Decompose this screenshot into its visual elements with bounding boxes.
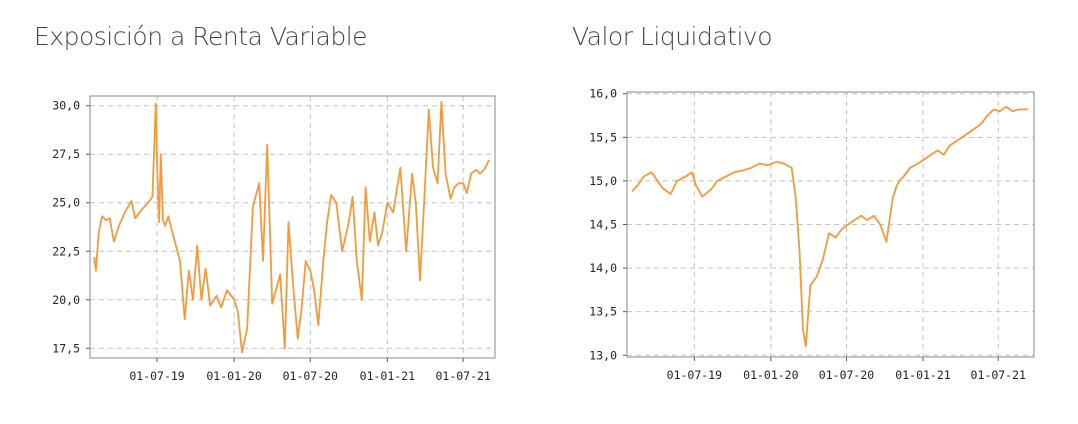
chart-1-title: Exposición a Renta Variable [34, 22, 368, 51]
chart-1-xtick-label: 01-07-21 [435, 369, 490, 383]
chart-2-ytick-label: 14,0 [589, 261, 617, 275]
chart-2-ytick-label: 15,0 [589, 174, 617, 188]
chart-2-ytick-label: 15,5 [589, 130, 617, 144]
chart-1-plot-frame [89, 95, 496, 359]
chart-1-xtick-label: 01-01-20 [206, 369, 261, 383]
chart-2-ytick-label: 14,5 [589, 218, 617, 232]
chart-2-ytick-label: 13,0 [589, 348, 617, 362]
chart-2-ytick-label: 16,0 [589, 87, 617, 101]
chart-2-title: Valor Liquidativo [572, 22, 773, 51]
chart-2-plot-frame [626, 91, 1035, 358]
chart-1-ytick-label: 27,5 [52, 147, 80, 161]
chart-2-xtick-label: 01-07-21 [971, 368, 1026, 382]
chart-1-ytick-label: 17,5 [52, 341, 80, 355]
chart-2-xtick-label: 01-07-19 [667, 368, 722, 382]
chart-2-xtick-label: 01-01-20 [743, 368, 798, 382]
chart-1-ytick-label: 20,0 [52, 293, 80, 307]
chart-2-xtick-label: 01-07-20 [819, 368, 874, 382]
chart-1-xtick-label: 01-07-19 [129, 369, 184, 383]
chart-1-xtick-label: 01-01-21 [360, 369, 415, 383]
chart-1-ytick-label: 25,0 [52, 196, 80, 210]
chart-1-ytick-label: 22,5 [52, 244, 80, 258]
chart-1-series-line [93, 100, 490, 354]
chart-1-xtick-label: 01-07-20 [283, 369, 338, 383]
chart-2-ytick-label: 13,5 [589, 305, 617, 319]
chart-1-ytick-label: 30,0 [52, 99, 80, 113]
chart-2-xtick-label: 01-01-21 [895, 368, 950, 382]
chart-2-series-line [631, 105, 1028, 348]
